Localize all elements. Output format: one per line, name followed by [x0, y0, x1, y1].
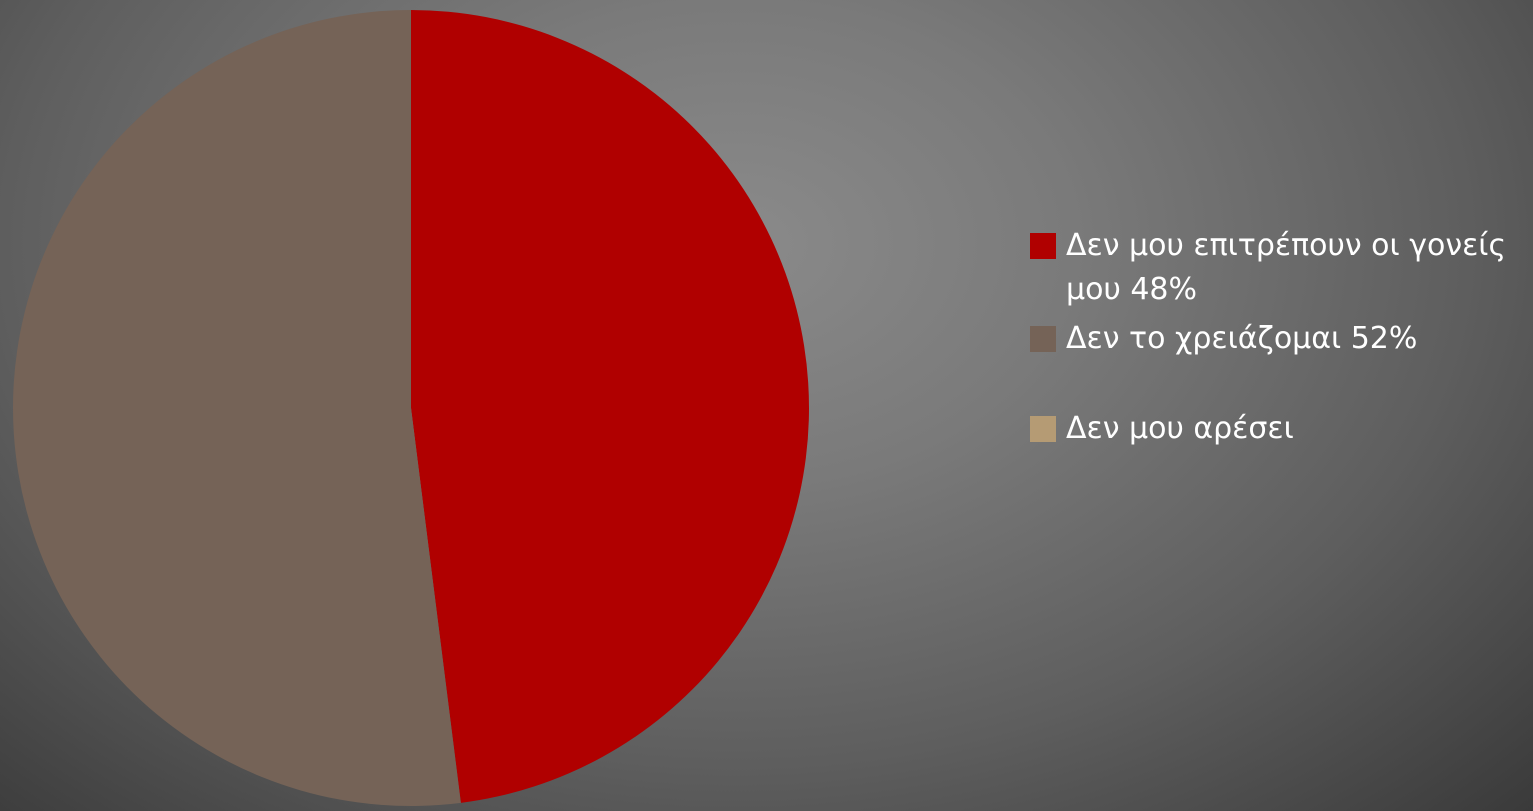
- legend-label-dont-need: Δεν το χρειάζομαι 52%: [1066, 321, 1418, 356]
- pie-slice-parents-forbid: [411, 10, 810, 803]
- chart-legend: Δεν μου επιτρέπουν οι γονείς μου 48% Δεν…: [1030, 224, 1530, 451]
- legend-item-dont-need: Δεν το χρειάζομαι 52%: [1030, 317, 1530, 361]
- legend-label-dont-like: Δεν μου αρέσει: [1066, 411, 1294, 446]
- legend-swatch-dont-like: [1030, 416, 1056, 442]
- legend-swatch-parents-forbid: [1030, 233, 1056, 259]
- pie-slices: [13, 10, 810, 806]
- legend-swatch-dont-need: [1030, 326, 1056, 352]
- legend-item-parents-forbid: Δεν μου επιτρέπουν οι γονείς μου 48%: [1030, 224, 1530, 312]
- legend-item-dont-like: Δεν μου αρέσει: [1030, 407, 1530, 451]
- pie-slice-dont-need: [13, 10, 461, 806]
- legend-label-parents-forbid: Δεν μου επιτρέπουν οι γονείς μου 48%: [1066, 228, 1507, 307]
